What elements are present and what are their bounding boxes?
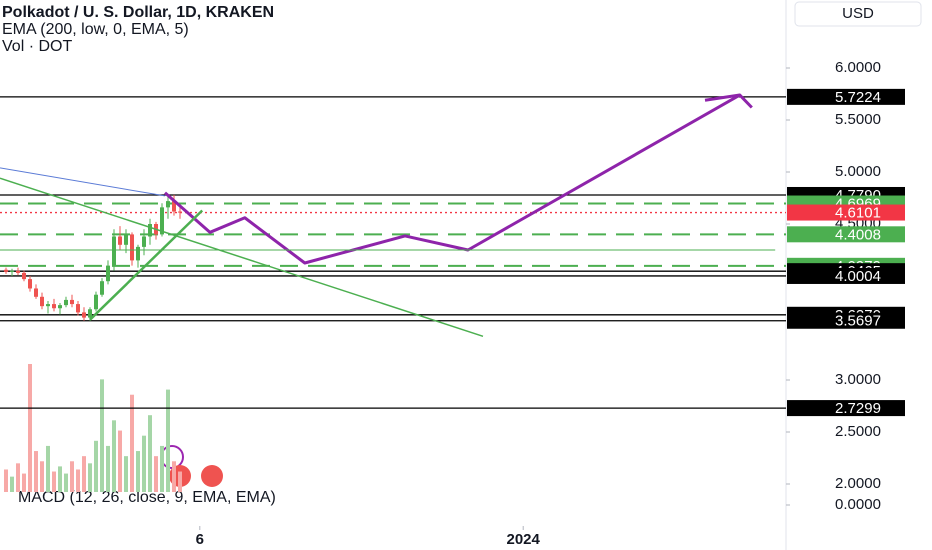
drawing bbox=[0, 177, 484, 338]
candle-body bbox=[142, 236, 146, 247]
level-label: 4.4008 bbox=[835, 226, 881, 243]
y-tick-label: 2.0000 bbox=[835, 475, 881, 492]
currency-label: USD bbox=[842, 5, 874, 22]
candle-body bbox=[100, 281, 104, 295]
volume-bar bbox=[16, 463, 20, 492]
macd-tick-label: 0.0000 bbox=[835, 496, 881, 513]
level-label: 2.7299 bbox=[835, 400, 881, 417]
y-tick-label: 3.0000 bbox=[835, 371, 881, 388]
volume-bar bbox=[172, 461, 176, 492]
volume-bar bbox=[88, 463, 92, 492]
macd-label: MACD (12, 26, close, 9, EMA, EMA) bbox=[18, 489, 276, 506]
level-label-box bbox=[787, 267, 905, 284]
volume-bar bbox=[28, 364, 32, 492]
level-label: 4.6101 bbox=[835, 205, 881, 222]
level-label: 4.0004 bbox=[835, 268, 881, 285]
y-tick-label: 5.0000 bbox=[835, 163, 881, 180]
candle-body bbox=[82, 312, 86, 318]
candle-body bbox=[124, 234, 128, 245]
volume-bar bbox=[124, 456, 128, 492]
candle-body bbox=[118, 236, 122, 245]
candle-body bbox=[22, 272, 26, 280]
volume-bar bbox=[160, 445, 164, 492]
x-tick-label: 6 bbox=[196, 531, 204, 548]
volume-bar bbox=[22, 473, 26, 492]
candle-body bbox=[172, 201, 176, 212]
volume-bar bbox=[46, 445, 50, 492]
icon bbox=[201, 465, 223, 487]
candle-body bbox=[4, 269, 8, 272]
currency-button[interactable] bbox=[794, 1, 922, 27]
candle-body bbox=[46, 304, 50, 307]
level-label: 5.7224 bbox=[835, 89, 881, 106]
volume-bar bbox=[166, 389, 170, 492]
candle-body bbox=[166, 201, 170, 208]
volume-bar bbox=[58, 466, 62, 492]
volume-bar bbox=[142, 435, 146, 492]
level-label-box bbox=[787, 88, 905, 105]
x-tick-label: 2024 bbox=[507, 531, 541, 548]
volume-bar bbox=[82, 456, 86, 492]
candle-body bbox=[94, 294, 98, 310]
chart-title: Polkadot / U. S. Dollar, 1D, KRAKEN bbox=[2, 4, 274, 21]
level-label-box bbox=[787, 400, 905, 417]
y-tick-label: 6.0000 bbox=[835, 59, 881, 76]
candle-body bbox=[148, 224, 152, 237]
drawing bbox=[89, 209, 204, 321]
indicator-label: Vol · DOT bbox=[2, 38, 72, 55]
candle-body bbox=[178, 211, 182, 213]
volume-bar bbox=[136, 451, 140, 492]
volume-bar bbox=[52, 471, 56, 492]
drawing bbox=[704, 93, 753, 109]
candle-body bbox=[34, 288, 38, 297]
candle-body bbox=[160, 207, 164, 235]
candle-body bbox=[76, 304, 80, 313]
candle-body bbox=[52, 304, 56, 309]
volume-bar bbox=[118, 430, 122, 492]
volume-bar bbox=[178, 471, 182, 492]
volume-bar bbox=[130, 394, 134, 492]
volume-bar bbox=[34, 451, 38, 492]
volume-bar bbox=[10, 476, 14, 492]
candle-body bbox=[106, 265, 110, 282]
volume-bar bbox=[148, 415, 152, 492]
volume-bar bbox=[100, 379, 104, 492]
volume-bar bbox=[76, 469, 80, 492]
volume-bar bbox=[112, 420, 116, 492]
drawing bbox=[0, 167, 166, 197]
volume-bar bbox=[4, 469, 8, 492]
volume-bar bbox=[154, 456, 158, 492]
candle-body bbox=[88, 309, 92, 318]
volume-bar bbox=[94, 440, 98, 492]
candle-body bbox=[28, 279, 32, 289]
candle-body bbox=[130, 234, 134, 261]
y-tick-label: 5.5000 bbox=[835, 111, 881, 128]
volume-bar bbox=[40, 461, 44, 492]
candle-body bbox=[58, 305, 62, 309]
y-tick-label: 2.5000 bbox=[835, 423, 881, 440]
candle-body bbox=[70, 299, 74, 305]
indicator-label: EMA (200, low, 0, EMA, 5) bbox=[2, 21, 189, 38]
level-label-box bbox=[787, 312, 905, 329]
candle-body bbox=[136, 246, 140, 261]
volume-bar bbox=[106, 445, 110, 492]
level-label-box bbox=[787, 226, 905, 243]
level-label-box bbox=[787, 204, 905, 221]
candle-body bbox=[16, 270, 20, 273]
candle-body bbox=[10, 270, 14, 272]
level-label: 3.5697 bbox=[835, 313, 881, 330]
candle-body bbox=[40, 296, 44, 307]
candle-body bbox=[64, 299, 68, 306]
volume-bar bbox=[64, 473, 68, 492]
volume-bar bbox=[70, 461, 74, 492]
candle-body bbox=[112, 236, 116, 266]
